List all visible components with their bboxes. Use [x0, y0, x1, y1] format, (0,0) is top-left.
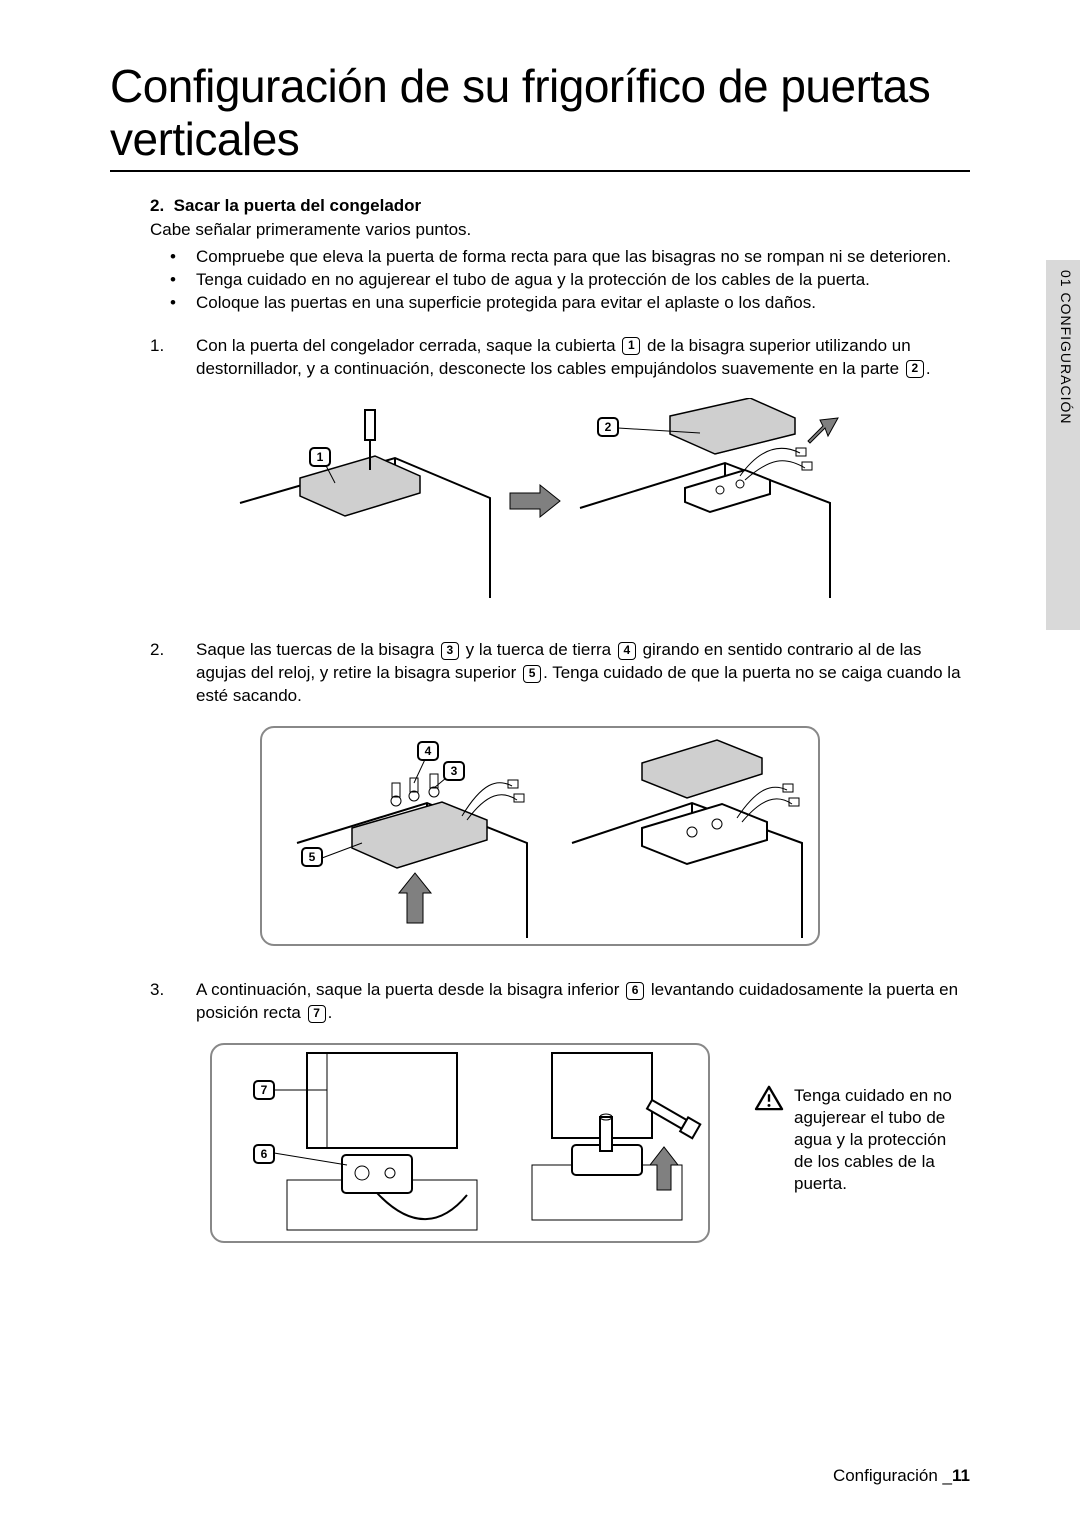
page-footer: Configuración _11 [833, 1466, 970, 1486]
step-list: 3. A continuación, saque la puerta desde… [150, 979, 970, 1025]
callout-ref: 6 [626, 982, 644, 1000]
step-text: y la tuerca de tierra [461, 640, 616, 659]
section-number: 2. [150, 196, 164, 215]
caution-block: Tenga cuidado en no agujerear el tubo de… [754, 1085, 964, 1195]
callout-ref: 2 [906, 360, 924, 378]
section-intro: Cabe señalar primeramente varios puntos. [150, 220, 970, 240]
step-text: A continuación, saque la puerta desde la… [196, 980, 624, 999]
figure-1-svg: 1 [220, 398, 860, 608]
bullet-item: Coloque las puertas en una superficie pr… [170, 292, 970, 315]
bullet-item: Compruebe que eleva la puerta de forma r… [170, 246, 970, 269]
callout-ref: 4 [618, 642, 636, 660]
step-list: 1. Con la puerta del congelador cerrada,… [150, 335, 970, 381]
callout-ref: 3 [441, 642, 459, 660]
figure-2: 4 3 5 [110, 726, 970, 953]
callout-ref: 5 [523, 665, 541, 683]
callout-label: 5 [309, 850, 316, 864]
warning-icon [754, 1085, 784, 1111]
figure-1: 1 [110, 398, 970, 613]
step-number: 2. [150, 639, 164, 662]
footer-page-number: 11 [952, 1466, 970, 1485]
step-list: 2. Saque las tuercas de la bisagra 3 y l… [150, 639, 970, 708]
figure-2-svg: 4 3 5 [262, 728, 822, 948]
footer-label: Configuración _ [833, 1466, 952, 1485]
step-item-2: 2. Saque las tuercas de la bisagra 3 y l… [150, 639, 970, 708]
page-title: Configuración de su frigorífico de puert… [110, 60, 970, 172]
callout-ref: 1 [622, 337, 640, 355]
callout-label: 2 [605, 420, 612, 434]
bullet-item: Tenga cuidado en no agujerear el tubo de… [170, 269, 970, 292]
section-title: Sacar la puerta del congelador [174, 196, 422, 215]
step-item-3: 3. A continuación, saque la puerta desde… [150, 979, 970, 1025]
caution-text: Tenga cuidado en no agujerear el tubo de… [794, 1085, 964, 1195]
callout-label: 6 [261, 1147, 268, 1161]
callout-label: 4 [425, 744, 432, 758]
callout-ref: 7 [308, 1005, 326, 1023]
step-text: Saque las tuercas de la bisagra [196, 640, 439, 659]
callout-label: 3 [451, 764, 458, 778]
step-text: Con la puerta del congelador cerrada, sa… [196, 336, 620, 355]
step-text: . [328, 1003, 333, 1022]
callout-label: 1 [317, 450, 324, 464]
step-number: 3. [150, 979, 164, 1002]
figure-3-svg: 7 6 [212, 1045, 712, 1245]
step-item-1: 1. Con la puerta del congelador cerrada,… [150, 335, 970, 381]
callout-label: 7 [261, 1083, 268, 1097]
step-number: 1. [150, 335, 164, 358]
bullet-list: Compruebe que eleva la puerta de forma r… [170, 246, 970, 315]
section-heading: 2. Sacar la puerta del congelador [150, 196, 970, 216]
step-text: . [926, 359, 931, 378]
